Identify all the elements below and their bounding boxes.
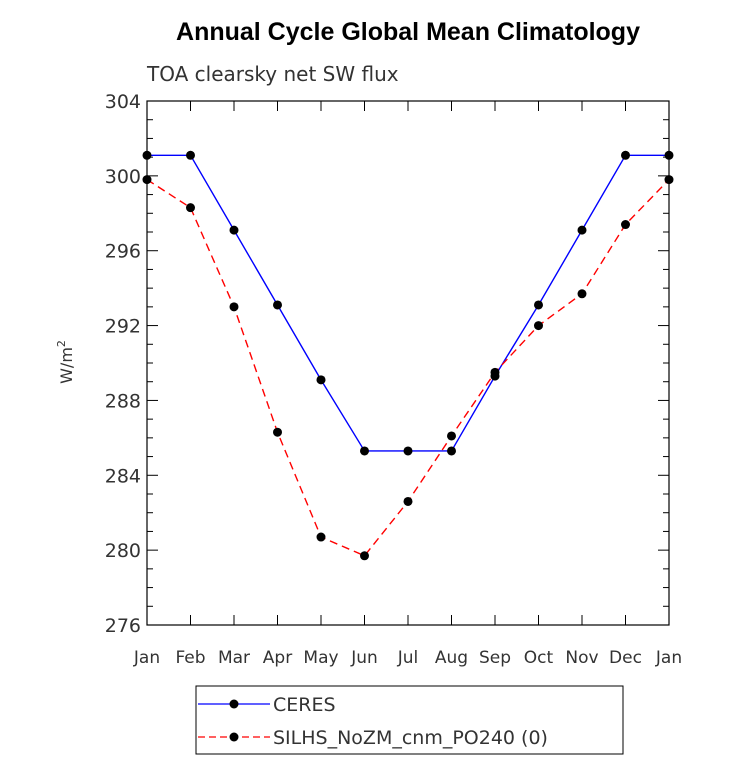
y-tick-label: 288: [105, 390, 141, 412]
y-tick-label: 292: [105, 316, 141, 338]
series-1-point: [577, 289, 587, 299]
series-1-point: [229, 302, 239, 312]
y-tick-label: 276: [105, 615, 141, 637]
legend-label-ceres: CERES: [273, 694, 336, 716]
legend-marker-ceres: [229, 699, 239, 709]
series-1-point: [664, 175, 674, 185]
x-tick-label: Dec: [609, 648, 642, 668]
series-0-point: [447, 446, 456, 456]
x-tick-label: Feb: [175, 648, 205, 668]
plot-frame: [146, 100, 670, 626]
series-1-point: [360, 551, 369, 561]
y-tick-label: 304: [105, 91, 141, 113]
series-0-point: [273, 300, 282, 310]
series-0-point: [360, 446, 369, 456]
series-0-point: [577, 225, 587, 235]
series-0-point: [316, 375, 326, 385]
x-tick-label: Aug: [435, 648, 468, 668]
y-axis-label-superscript: 2: [55, 340, 68, 347]
x-tick-label: Jul: [397, 648, 419, 668]
series-0-point: [229, 225, 239, 235]
series-1-point: [142, 175, 152, 185]
legend-marker-silhs: [229, 732, 239, 742]
series-0-point: [664, 150, 674, 160]
series-1-point: [273, 427, 282, 437]
chart-title: Annual Cycle Global Mean Climatology: [176, 18, 640, 46]
series-1-point: [534, 321, 543, 331]
series-1-point: [403, 496, 413, 506]
series-line-0: [147, 154, 669, 452]
legend-box: [195, 685, 624, 755]
series-0-point: [534, 300, 543, 310]
y-tick-label: 284: [105, 465, 141, 487]
plot-area: Jan Feb Mar Apr May Jun Jul Aug Sep Oct Nov Dec Jan 2…: [105, 91, 682, 668]
series-0-point: [621, 150, 630, 160]
series-1-point: [490, 367, 500, 377]
x-tick-label: Apr: [263, 648, 292, 668]
legend-label-silhs: SILHS_NoZM_cnm_PO240 (0): [273, 727, 548, 749]
y-tick-label: 280: [105, 540, 141, 562]
series-1-point: [447, 431, 456, 441]
x-tick-label: Jan: [133, 648, 160, 668]
x-tick-label: Jun: [350, 648, 378, 668]
x-tick-label: Mar: [218, 648, 250, 668]
series-0-point: [142, 150, 152, 160]
x-tick-label: Jan: [655, 648, 682, 668]
x-tick-label: May: [303, 648, 338, 668]
y-tick-label: 300: [105, 166, 141, 188]
x-tick-label: Oct: [524, 648, 554, 668]
x-tick-label: Sep: [479, 648, 511, 668]
series-1-point: [316, 532, 326, 542]
y-axis-label: W/m2: [55, 340, 76, 384]
series-1-point: [186, 203, 195, 213]
x-tick-label: Nov: [565, 648, 598, 668]
legend: CERES SILHS_NoZM_cnm_PO240 (0): [195, 685, 624, 755]
series-1-point: [621, 220, 630, 230]
chart-subtitle: TOA clearsky net SW flux: [146, 62, 399, 86]
series-0-point: [186, 150, 195, 160]
y-tick-label: 296: [105, 241, 141, 263]
y-axis-label-unit: W/m: [57, 347, 76, 384]
series-0-point: [403, 446, 413, 456]
